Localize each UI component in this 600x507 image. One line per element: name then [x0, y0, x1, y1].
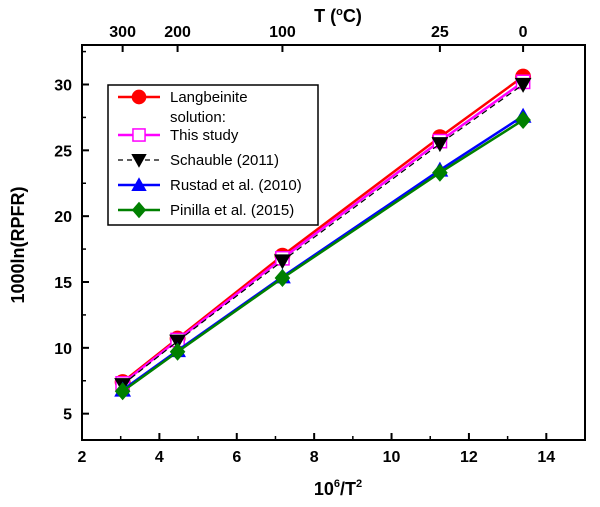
top-tick-label: 0 [519, 24, 528, 41]
y-tick-label: 30 [54, 78, 72, 95]
data-point [515, 111, 531, 130]
data-point [131, 201, 147, 219]
x-tick-label: 2 [78, 449, 87, 466]
legend-label-line2: solution: [170, 109, 226, 126]
data-point [274, 254, 291, 270]
x-tick-label: 8 [310, 449, 319, 466]
series-pinilla-et-al-2015 [114, 111, 531, 401]
y-tick-label: 20 [54, 209, 72, 226]
top-tick-label: 300 [109, 24, 136, 41]
legend-label: Pinilla et al. (2015) [170, 202, 294, 219]
y-tick-label: 10 [54, 341, 72, 358]
y-axis-title: 1000ln(RPFR) [8, 186, 28, 303]
legend-label: Schauble (2011) [170, 152, 279, 169]
x-tick-label: 4 [155, 449, 164, 466]
data-point [131, 153, 147, 168]
plot-frame [81, 44, 586, 441]
data-point [114, 382, 131, 401]
data-point [431, 137, 449, 153]
data-point [132, 128, 146, 142]
data-point [514, 77, 532, 93]
top-tick-label: 200 [164, 24, 191, 41]
data-point [274, 269, 291, 288]
x-axis-title: 106/T2 [314, 478, 362, 499]
y-tick-label: 5 [63, 407, 72, 424]
y-tick-label: 25 [54, 143, 72, 160]
x-tick-label: 6 [232, 449, 241, 466]
y-tick-label: 15 [54, 275, 72, 292]
top-axis-title: T (oC) [314, 6, 362, 26]
top-tick-label: 25 [431, 24, 449, 41]
top-tick-label: 100 [269, 24, 296, 41]
data-point [131, 89, 147, 105]
legend-label: This study [170, 127, 239, 144]
data-point [169, 342, 186, 361]
legend-label: Rustad et al. (2010) [170, 177, 302, 194]
data-point [131, 177, 147, 192]
x-tick-label: 12 [460, 449, 478, 466]
data-point [432, 163, 448, 182]
x-tick-label: 14 [537, 449, 555, 466]
legend-label: Langbeinite [170, 89, 248, 106]
x-tick-label: 10 [383, 449, 401, 466]
